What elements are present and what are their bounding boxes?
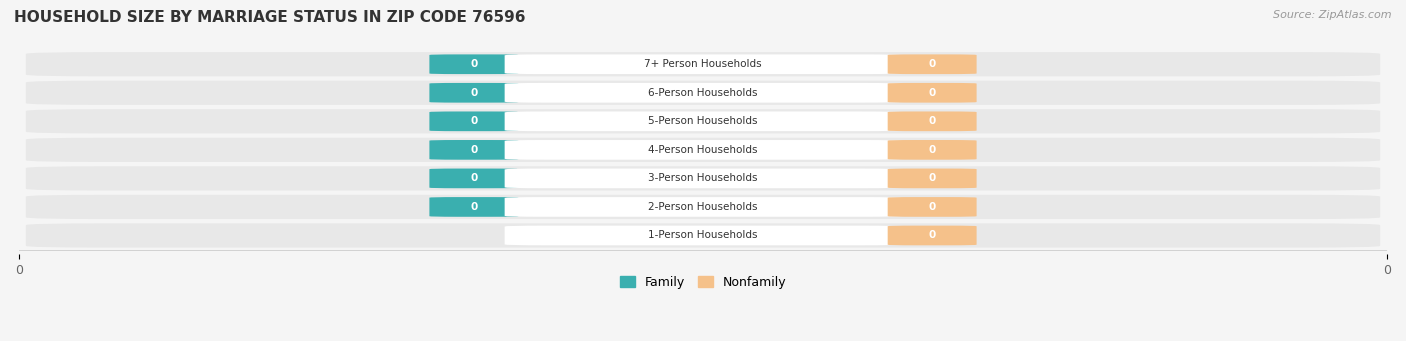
FancyBboxPatch shape: [887, 112, 977, 131]
Text: 0: 0: [928, 231, 936, 240]
Text: 0: 0: [928, 145, 936, 155]
FancyBboxPatch shape: [887, 197, 977, 217]
FancyBboxPatch shape: [25, 109, 1381, 133]
FancyBboxPatch shape: [887, 55, 977, 74]
Text: 4-Person Households: 4-Person Households: [648, 145, 758, 155]
Text: HOUSEHOLD SIZE BY MARRIAGE STATUS IN ZIP CODE 76596: HOUSEHOLD SIZE BY MARRIAGE STATUS IN ZIP…: [14, 10, 526, 25]
Text: 0: 0: [928, 59, 936, 69]
Text: 0: 0: [470, 173, 478, 183]
FancyBboxPatch shape: [429, 168, 519, 188]
FancyBboxPatch shape: [25, 81, 1381, 105]
FancyBboxPatch shape: [25, 223, 1381, 248]
Text: Source: ZipAtlas.com: Source: ZipAtlas.com: [1274, 10, 1392, 20]
Text: 0: 0: [470, 202, 478, 212]
FancyBboxPatch shape: [505, 140, 901, 160]
FancyBboxPatch shape: [429, 140, 519, 160]
Legend: Family, Nonfamily: Family, Nonfamily: [614, 271, 792, 294]
FancyBboxPatch shape: [429, 197, 519, 217]
FancyBboxPatch shape: [25, 138, 1381, 162]
Text: 0: 0: [928, 88, 936, 98]
Text: 0: 0: [928, 173, 936, 183]
FancyBboxPatch shape: [505, 55, 901, 74]
Text: 7+ Person Households: 7+ Person Households: [644, 59, 762, 69]
Text: 0: 0: [470, 59, 478, 69]
FancyBboxPatch shape: [429, 112, 519, 131]
Text: 0: 0: [470, 116, 478, 126]
FancyBboxPatch shape: [25, 166, 1381, 191]
Text: 2-Person Households: 2-Person Households: [648, 202, 758, 212]
FancyBboxPatch shape: [887, 140, 977, 160]
Text: 6-Person Households: 6-Person Households: [648, 88, 758, 98]
FancyBboxPatch shape: [505, 83, 901, 103]
Text: 3-Person Households: 3-Person Households: [648, 173, 758, 183]
FancyBboxPatch shape: [429, 55, 519, 74]
FancyBboxPatch shape: [25, 195, 1381, 219]
FancyBboxPatch shape: [505, 226, 901, 245]
Text: 0: 0: [470, 88, 478, 98]
FancyBboxPatch shape: [887, 168, 977, 188]
FancyBboxPatch shape: [429, 83, 519, 103]
FancyBboxPatch shape: [505, 112, 901, 131]
Text: 0: 0: [928, 116, 936, 126]
FancyBboxPatch shape: [505, 197, 901, 217]
FancyBboxPatch shape: [887, 83, 977, 103]
Text: 5-Person Households: 5-Person Households: [648, 116, 758, 126]
Text: 0: 0: [470, 145, 478, 155]
FancyBboxPatch shape: [505, 168, 901, 188]
FancyBboxPatch shape: [25, 52, 1381, 76]
FancyBboxPatch shape: [887, 226, 977, 245]
Text: 0: 0: [928, 202, 936, 212]
Text: 1-Person Households: 1-Person Households: [648, 231, 758, 240]
